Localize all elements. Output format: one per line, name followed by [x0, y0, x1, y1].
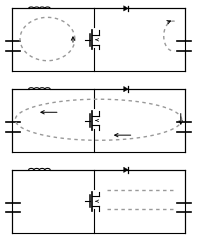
Polygon shape	[124, 6, 128, 11]
Polygon shape	[124, 167, 128, 173]
Polygon shape	[124, 87, 128, 92]
